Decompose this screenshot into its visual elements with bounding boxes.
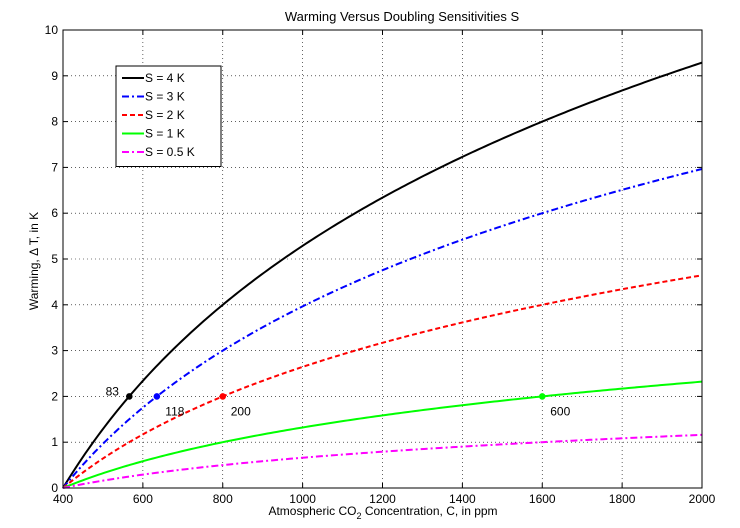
tick-labels: 400 600 800 1000 1200 1400 1600 1800 2000 0 1 2 3 4 5 6… <box>45 23 716 506</box>
series-line <box>62 433 703 489</box>
data-point-marker <box>153 393 161 400</box>
x-tick-label: 1800 <box>609 492 636 506</box>
y-tick-label: 4 <box>51 298 58 312</box>
x-axis-label-sub: 2 <box>356 511 361 521</box>
legend-box <box>115 65 222 167</box>
y-tick-label: 10 <box>45 23 59 37</box>
series-line <box>62 167 703 489</box>
x-axis-label: Atmospheric CO2 Concentration, C, in ppm <box>268 504 497 521</box>
y-tick-label: 2 <box>51 389 58 403</box>
y-tick-label: 1 <box>51 435 58 449</box>
data-point-label: 83 <box>106 384 120 398</box>
legend-label: S = 2 K <box>145 108 185 122</box>
data-point-label: 600 <box>550 404 570 418</box>
legend-label: S = 1 K <box>145 127 185 141</box>
data-point-label: 200 <box>231 404 251 418</box>
series-line <box>62 61 703 489</box>
x-tick-label: 1200 <box>369 492 396 506</box>
x-tick-label: 400 <box>53 492 73 506</box>
y-tick-label: 0 <box>51 481 58 495</box>
series-line <box>62 380 703 489</box>
legend: S = 4 K S = 3 K S = 2 K S = 1 K S = 0.5 K <box>115 65 222 167</box>
data-point-marker <box>219 393 227 400</box>
threshold-markers: 83 118 200 600 <box>106 384 571 418</box>
y-tick-label: 6 <box>51 206 58 220</box>
y-tick-label: 9 <box>51 69 58 83</box>
y-tick-label: 5 <box>51 252 58 266</box>
x-tick-label: 1400 <box>449 492 476 506</box>
x-tick-label: 600 <box>133 492 153 506</box>
x-axis-label-post: Concentration, C, in ppm <box>361 504 497 518</box>
x-axis-label-pre: Atmospheric CO <box>268 504 356 518</box>
y-tick-label: 3 <box>51 344 58 358</box>
legend-label: S = 0.5 K <box>145 145 195 159</box>
x-tick-label: 800 <box>213 492 233 506</box>
legend-label: S = 4 K <box>145 71 185 85</box>
y-axis-label: Warming, Δ T, in K <box>27 212 41 310</box>
data-point-label: 118 <box>165 404 184 418</box>
legend-label: S = 3 K <box>145 90 185 104</box>
y-tick-label: 8 <box>51 115 58 129</box>
x-tick-label: 2000 <box>689 492 716 506</box>
x-tick-label: 1600 <box>529 492 556 506</box>
data-point-marker <box>538 393 546 400</box>
x-tick-label: 1000 <box>289 492 316 506</box>
series-line <box>62 274 703 489</box>
chart-title: Warming Versus Doubling Sensitivities S <box>285 9 520 24</box>
series-curves <box>62 61 703 489</box>
y-tick-label: 7 <box>51 160 58 174</box>
data-point-marker <box>125 393 133 400</box>
